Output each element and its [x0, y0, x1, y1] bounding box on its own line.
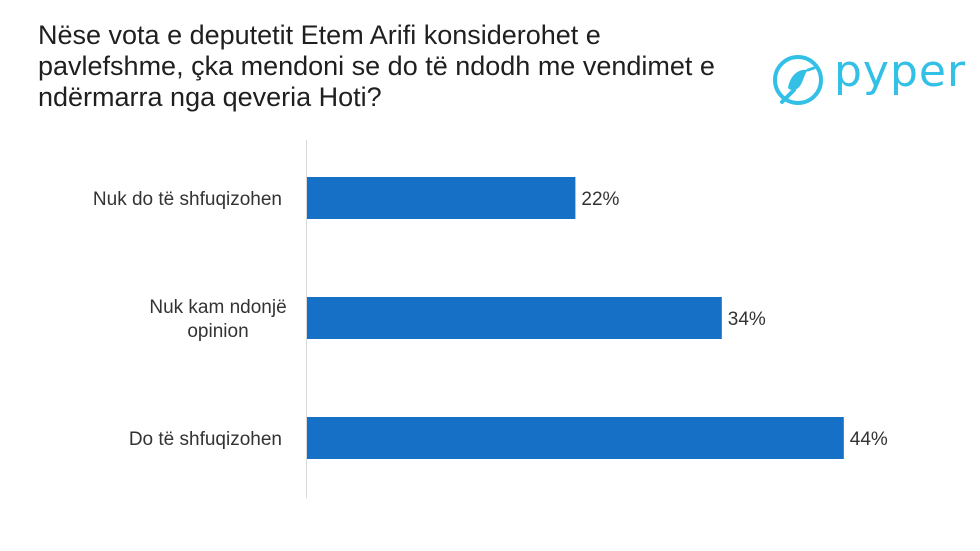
bars-group: 22% Nuk do të shfuqizohen 34% Nuk kam ndonj… [93, 177, 888, 459]
value-label: 34% [728, 309, 766, 330]
bar-chart: 22% Nuk do të shfuqizohen 34% Nuk kam ndonj… [93, 140, 888, 498]
category-label: Do të shfuqizohen [129, 429, 282, 450]
chart-title: Nëse vota e deputetit Etem Arifi konside… [38, 20, 715, 112]
bar [307, 177, 576, 219]
brand-logo: pyper [768, 44, 965, 116]
category-label: Nuk do të shfuqizohen [93, 189, 282, 210]
category-label: Nuk kam ndonjë [149, 297, 286, 318]
logo-text: pyper [834, 46, 967, 97]
value-label: 22% [581, 189, 619, 210]
bird-logo-icon [773, 55, 823, 105]
bar [307, 297, 722, 339]
bar [307, 417, 844, 459]
category-label: opinion [187, 321, 248, 342]
value-label: 44% [850, 429, 888, 450]
